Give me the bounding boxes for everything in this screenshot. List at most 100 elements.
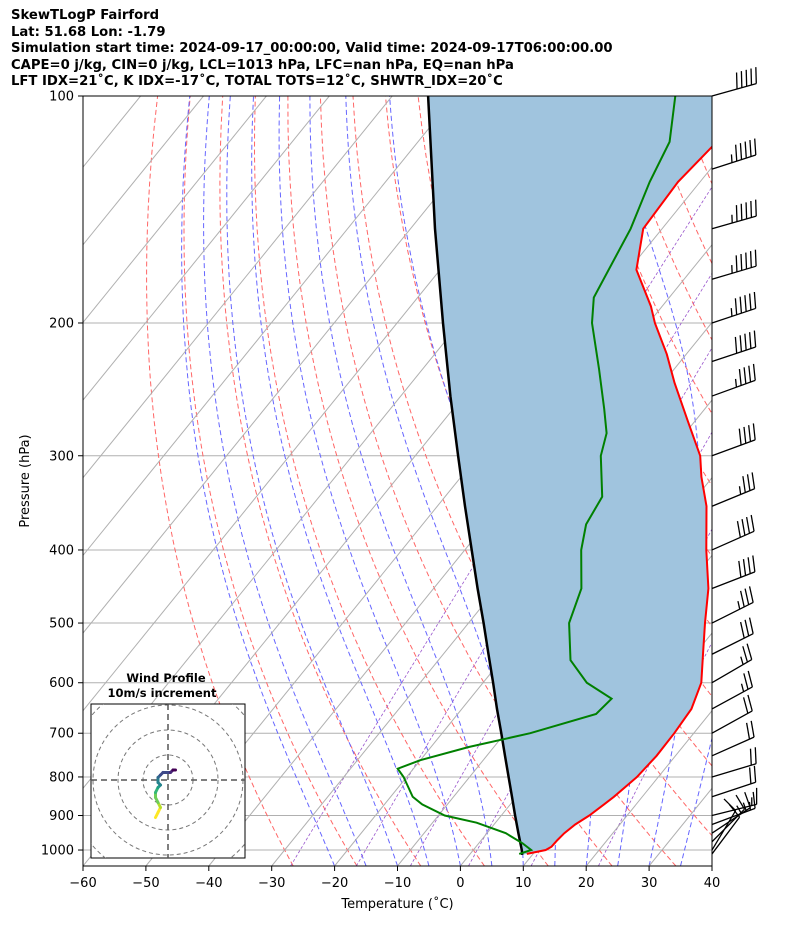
parcel-shading bbox=[428, 96, 712, 855]
time-line: Simulation start time: 2024-09-17_00:00:… bbox=[11, 41, 613, 57]
wind-barb bbox=[711, 617, 754, 655]
barb-flag bbox=[739, 621, 745, 639]
isotherm bbox=[83, 96, 393, 479]
barb-flag bbox=[753, 765, 757, 783]
chart-header: SkewTLogP Fairford Lat: 51.68 Lon: -1.79… bbox=[11, 8, 613, 91]
barb-flag bbox=[747, 694, 753, 712]
barb-flag bbox=[738, 428, 742, 446]
barb-flag bbox=[739, 143, 743, 160]
wind-barb bbox=[711, 555, 756, 590]
dry-adiabat bbox=[287, 96, 549, 866]
wind-barb bbox=[711, 765, 757, 798]
dewpoint-line bbox=[396, 96, 677, 855]
moist-adiabat bbox=[251, 96, 430, 866]
x-tick-label: 40 bbox=[704, 876, 721, 891]
barb-staff bbox=[711, 710, 753, 734]
barb-staff bbox=[711, 307, 756, 324]
barb-flag bbox=[748, 365, 752, 383]
barb-flag bbox=[742, 559, 747, 576]
barb-flag bbox=[740, 253, 743, 271]
y-tick-label: 200 bbox=[49, 316, 74, 331]
barb-flag bbox=[743, 367, 747, 384]
wind-barb bbox=[711, 199, 757, 230]
parcel-profile-line bbox=[426, 96, 524, 856]
barb-staff bbox=[711, 816, 741, 855]
barb-staff bbox=[711, 530, 755, 551]
barb-staff bbox=[711, 807, 756, 826]
cape-line: CAPE=0 j/kg, CIN=0 j/kg, LCL=1013 hPa, L… bbox=[11, 57, 514, 73]
barb-staff bbox=[711, 601, 754, 624]
barb-flag bbox=[752, 363, 756, 381]
isotherm bbox=[145, 166, 712, 866]
barb-flag bbox=[753, 330, 757, 348]
barb-flag bbox=[748, 293, 752, 311]
wind-barb bbox=[711, 249, 757, 280]
y-tick-label: 500 bbox=[49, 617, 74, 632]
isotherm bbox=[83, 96, 330, 401]
barb-flag bbox=[736, 521, 741, 538]
isotherm bbox=[83, 96, 204, 246]
barb-flag bbox=[744, 295, 747, 312]
barb-staff bbox=[711, 736, 755, 757]
barb-flag bbox=[745, 722, 751, 740]
wind-barb bbox=[711, 67, 757, 97]
index-line: LFT IDX=21˚C, K IDX=-17˚C, TOTAL TOTS=12… bbox=[11, 74, 503, 90]
y-axis-label: Pressure (hPa) bbox=[18, 434, 33, 527]
barb-flag bbox=[754, 747, 757, 764]
barb-flag bbox=[746, 474, 751, 491]
barb-flag bbox=[751, 472, 756, 489]
barb-flag bbox=[738, 368, 742, 386]
moist-adiabat bbox=[309, 96, 493, 866]
barb-flag bbox=[750, 201, 753, 218]
x-tick-label: −20 bbox=[321, 876, 348, 891]
x-tick-label: −60 bbox=[69, 876, 96, 891]
barb-staff bbox=[711, 439, 756, 457]
y-tick-label: 700 bbox=[49, 727, 74, 742]
barb-staff bbox=[711, 346, 756, 363]
barb-flag bbox=[745, 252, 748, 270]
barb-staff bbox=[711, 265, 757, 280]
barb-staff bbox=[711, 763, 757, 778]
moist-adiabat bbox=[181, 96, 336, 866]
barb-half-flag bbox=[730, 308, 733, 317]
wind-barb bbox=[711, 472, 756, 507]
barb-staff bbox=[711, 633, 754, 655]
barb-flag bbox=[744, 141, 747, 159]
dry-adiabat bbox=[146, 96, 294, 866]
temperature-line bbox=[526, 145, 712, 855]
barb-flag bbox=[735, 144, 738, 162]
barb-flag bbox=[748, 586, 754, 603]
moist-adiabat bbox=[203, 96, 367, 866]
wind-barb bbox=[711, 720, 755, 757]
barb-staff bbox=[711, 781, 756, 798]
dry-adiabat bbox=[183, 96, 358, 866]
barb-flag bbox=[754, 138, 757, 156]
isotherm bbox=[585, 709, 712, 866]
barb-flag bbox=[734, 298, 738, 315]
barb-flag bbox=[752, 791, 756, 809]
barb-flag bbox=[735, 205, 738, 222]
barb-flag bbox=[748, 332, 752, 349]
barb-flag bbox=[749, 748, 752, 766]
inset-title: Wind Profile bbox=[126, 671, 206, 685]
barb-staff bbox=[711, 379, 756, 397]
wind-barb bbox=[711, 514, 755, 551]
wind-barb bbox=[711, 694, 753, 734]
wind-barb bbox=[711, 363, 756, 397]
y-tick-label: 900 bbox=[49, 809, 74, 824]
barb-staff bbox=[711, 154, 756, 170]
wind-barb bbox=[711, 798, 737, 851]
wind-barb bbox=[711, 643, 753, 684]
barb-flag bbox=[734, 336, 738, 354]
wind-barb bbox=[711, 586, 754, 624]
barb-flag bbox=[745, 202, 748, 219]
barb-flag bbox=[748, 617, 754, 634]
barb-flag bbox=[750, 720, 755, 738]
chart-title: SkewTLogP Fairford bbox=[11, 8, 160, 23]
barb-flag bbox=[747, 557, 751, 574]
barb-flag bbox=[749, 140, 752, 157]
barb-flag bbox=[739, 335, 743, 352]
mixing-ratio-line bbox=[355, 272, 712, 866]
wind-barb bbox=[711, 747, 757, 778]
dry-adiabat bbox=[253, 96, 485, 866]
